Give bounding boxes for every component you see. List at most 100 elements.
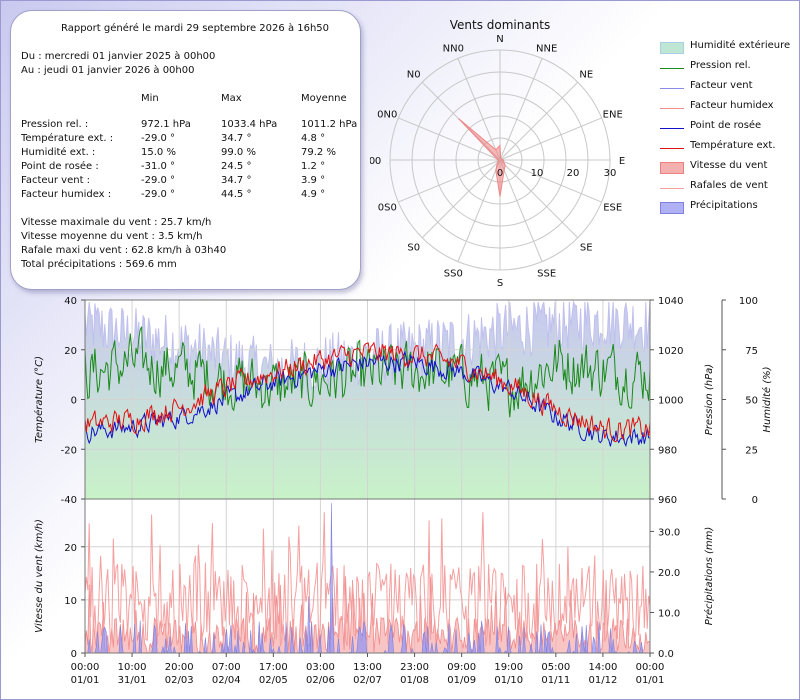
row-avg: 4.9 ° [301, 189, 326, 200]
rose-spoke [499, 159, 543, 262]
legend-swatch [660, 128, 684, 129]
rose-direction-label: SE [580, 242, 593, 253]
x-tick-date: 01/11 [541, 675, 570, 686]
rose-direction-label: 0S0 [378, 203, 397, 214]
row-avg: 1.2 ° [301, 161, 326, 172]
x-tick-date: 31/01 [118, 675, 147, 686]
rose-spoke [499, 81, 579, 161]
pressure-tick-label: 1020 [658, 346, 683, 357]
legend-label: Humidité extérieure [690, 40, 791, 51]
legend-item: Vitesse du vent [660, 158, 790, 178]
rose-direction-label: S0 [407, 242, 420, 253]
x-tick-time: 10:00 [118, 662, 147, 673]
x-tick-time: 07:00 [212, 662, 241, 673]
rose-direction-label: NNE [536, 43, 557, 54]
rose-direction-label: 0N0 [377, 109, 397, 120]
rose-ring-label: 20 [567, 168, 580, 179]
summary-panel: Rapport généré le mardi 29 septembre 202… [10, 10, 361, 290]
pressure-line [84, 326, 651, 418]
legend-swatch [660, 68, 684, 69]
row-avg: 79.2 % [301, 147, 336, 158]
x-tick-date: 01/08 [400, 675, 429, 686]
rose-wind-area [458, 118, 506, 197]
humidity-tick-label: 25 [745, 445, 758, 456]
legend-item: Rafales de vent [660, 178, 790, 198]
row-label: Pression rel. : [21, 119, 89, 130]
rose-grid [389, 49, 611, 271]
legend-item: Point de rosée [660, 118, 790, 138]
legend-item: Température ext. [660, 138, 790, 158]
x-tick-date: 02/03 [165, 675, 194, 686]
row-min: -29.0 ° [141, 133, 176, 144]
x-tick-date: 01/09 [447, 675, 476, 686]
period-to: Au : jeudi 01 janvier 2026 à 00h00 [21, 65, 195, 76]
legend-label: Rafales de vent [690, 180, 768, 191]
rose-spoke [499, 58, 543, 161]
legend-swatch [660, 148, 684, 149]
row-max: 1033.4 hPa [221, 119, 278, 130]
temperature-tick-label: -20 [61, 445, 77, 456]
humidity-tick-label: 100 [739, 296, 758, 307]
row-max: 44.5 ° [221, 189, 252, 200]
precipitation-tick-label: 30.0 [658, 527, 680, 538]
x-tick-time: 19:00 [494, 662, 523, 673]
x-tick-date: 01/10 [494, 675, 523, 686]
row-min: 972.1 hPa [141, 119, 191, 130]
temperature-axis-title: Température (°C) [33, 356, 45, 443]
legend-label: Facteur vent [690, 80, 753, 91]
temperature-tick-label: 0 [71, 396, 77, 407]
rose-spoke [499, 159, 579, 239]
temperature-tick-label: 20 [64, 346, 77, 357]
rose-spoke [398, 117, 501, 161]
rose-ring-label: 30 [604, 168, 617, 179]
x-tick-date: 01/01 [636, 675, 665, 686]
legend-label: Point de rosée [690, 120, 762, 131]
wind-tick-label: 0 [71, 649, 77, 660]
legend-label: Précipitations [690, 200, 758, 211]
rose-direction-label: ESE [603, 203, 622, 214]
pressure-tick-label: 980 [658, 445, 677, 456]
x-tick-time: 23:00 [400, 662, 429, 673]
humidity-tick-label: 50 [745, 396, 758, 407]
legend-label: Pression rel. [690, 60, 751, 71]
pressure-tick-label: 1040 [658, 296, 683, 307]
row-min: -31.0 ° [141, 161, 176, 172]
rose-axis-zero-label: 0 [370, 156, 375, 167]
rose-spoke [398, 159, 501, 203]
weather-timeseries-chart: -40-200204096098010001020104002550751000… [33, 296, 773, 686]
rose-spoke [499, 159, 602, 203]
row-max: 99.0 % [221, 147, 256, 158]
row-max: 34.7 ° [221, 133, 252, 144]
rose-direction-label: SSE [537, 269, 556, 280]
row-max: 34.7 ° [221, 175, 252, 186]
x-tick-time: 00:00 [71, 662, 100, 673]
wind-tick-label: 10 [64, 596, 77, 607]
row-avg: 3.9 ° [301, 175, 326, 186]
dewpoint-line [84, 350, 651, 448]
row-label: Point de rosée : [21, 161, 99, 172]
wind-rose-title: Vents dominants [449, 18, 551, 32]
precip-total: Total précipitations : 569.6 mm [21, 259, 177, 270]
row-label: Facteur humidex : [21, 189, 112, 200]
row-avg: 1011.2 hPa [301, 119, 358, 130]
legend-item: Précipitations [660, 198, 790, 218]
precipitation-tick-label: 20.0 [658, 568, 680, 579]
x-tick-date: 01/12 [589, 675, 618, 686]
precipitation-tick-label: 10.0 [658, 608, 680, 619]
wind-max: Vitesse maximale du vent : 25.7 km/h [21, 217, 212, 228]
legend-swatch [660, 88, 684, 89]
row-min: -29.0 ° [141, 189, 176, 200]
rose-spoke [499, 117, 602, 161]
x-tick-time: 17:00 [259, 662, 288, 673]
rose-direction-label: E [619, 156, 625, 167]
temperature-tick-label: -40 [61, 495, 77, 506]
humidity-axis-title: Humidité (%) [761, 366, 773, 432]
x-tick-time: 13:00 [353, 662, 382, 673]
header-max: Max [221, 93, 242, 104]
x-tick-time: 20:00 [165, 662, 194, 673]
wind-tick-label: 20 [64, 543, 77, 554]
row-label: Facteur vent : [21, 175, 91, 186]
row-min: -29.0 ° [141, 175, 176, 186]
rose-spoke [457, 159, 501, 262]
pressure-tick-label: 960 [658, 495, 677, 506]
